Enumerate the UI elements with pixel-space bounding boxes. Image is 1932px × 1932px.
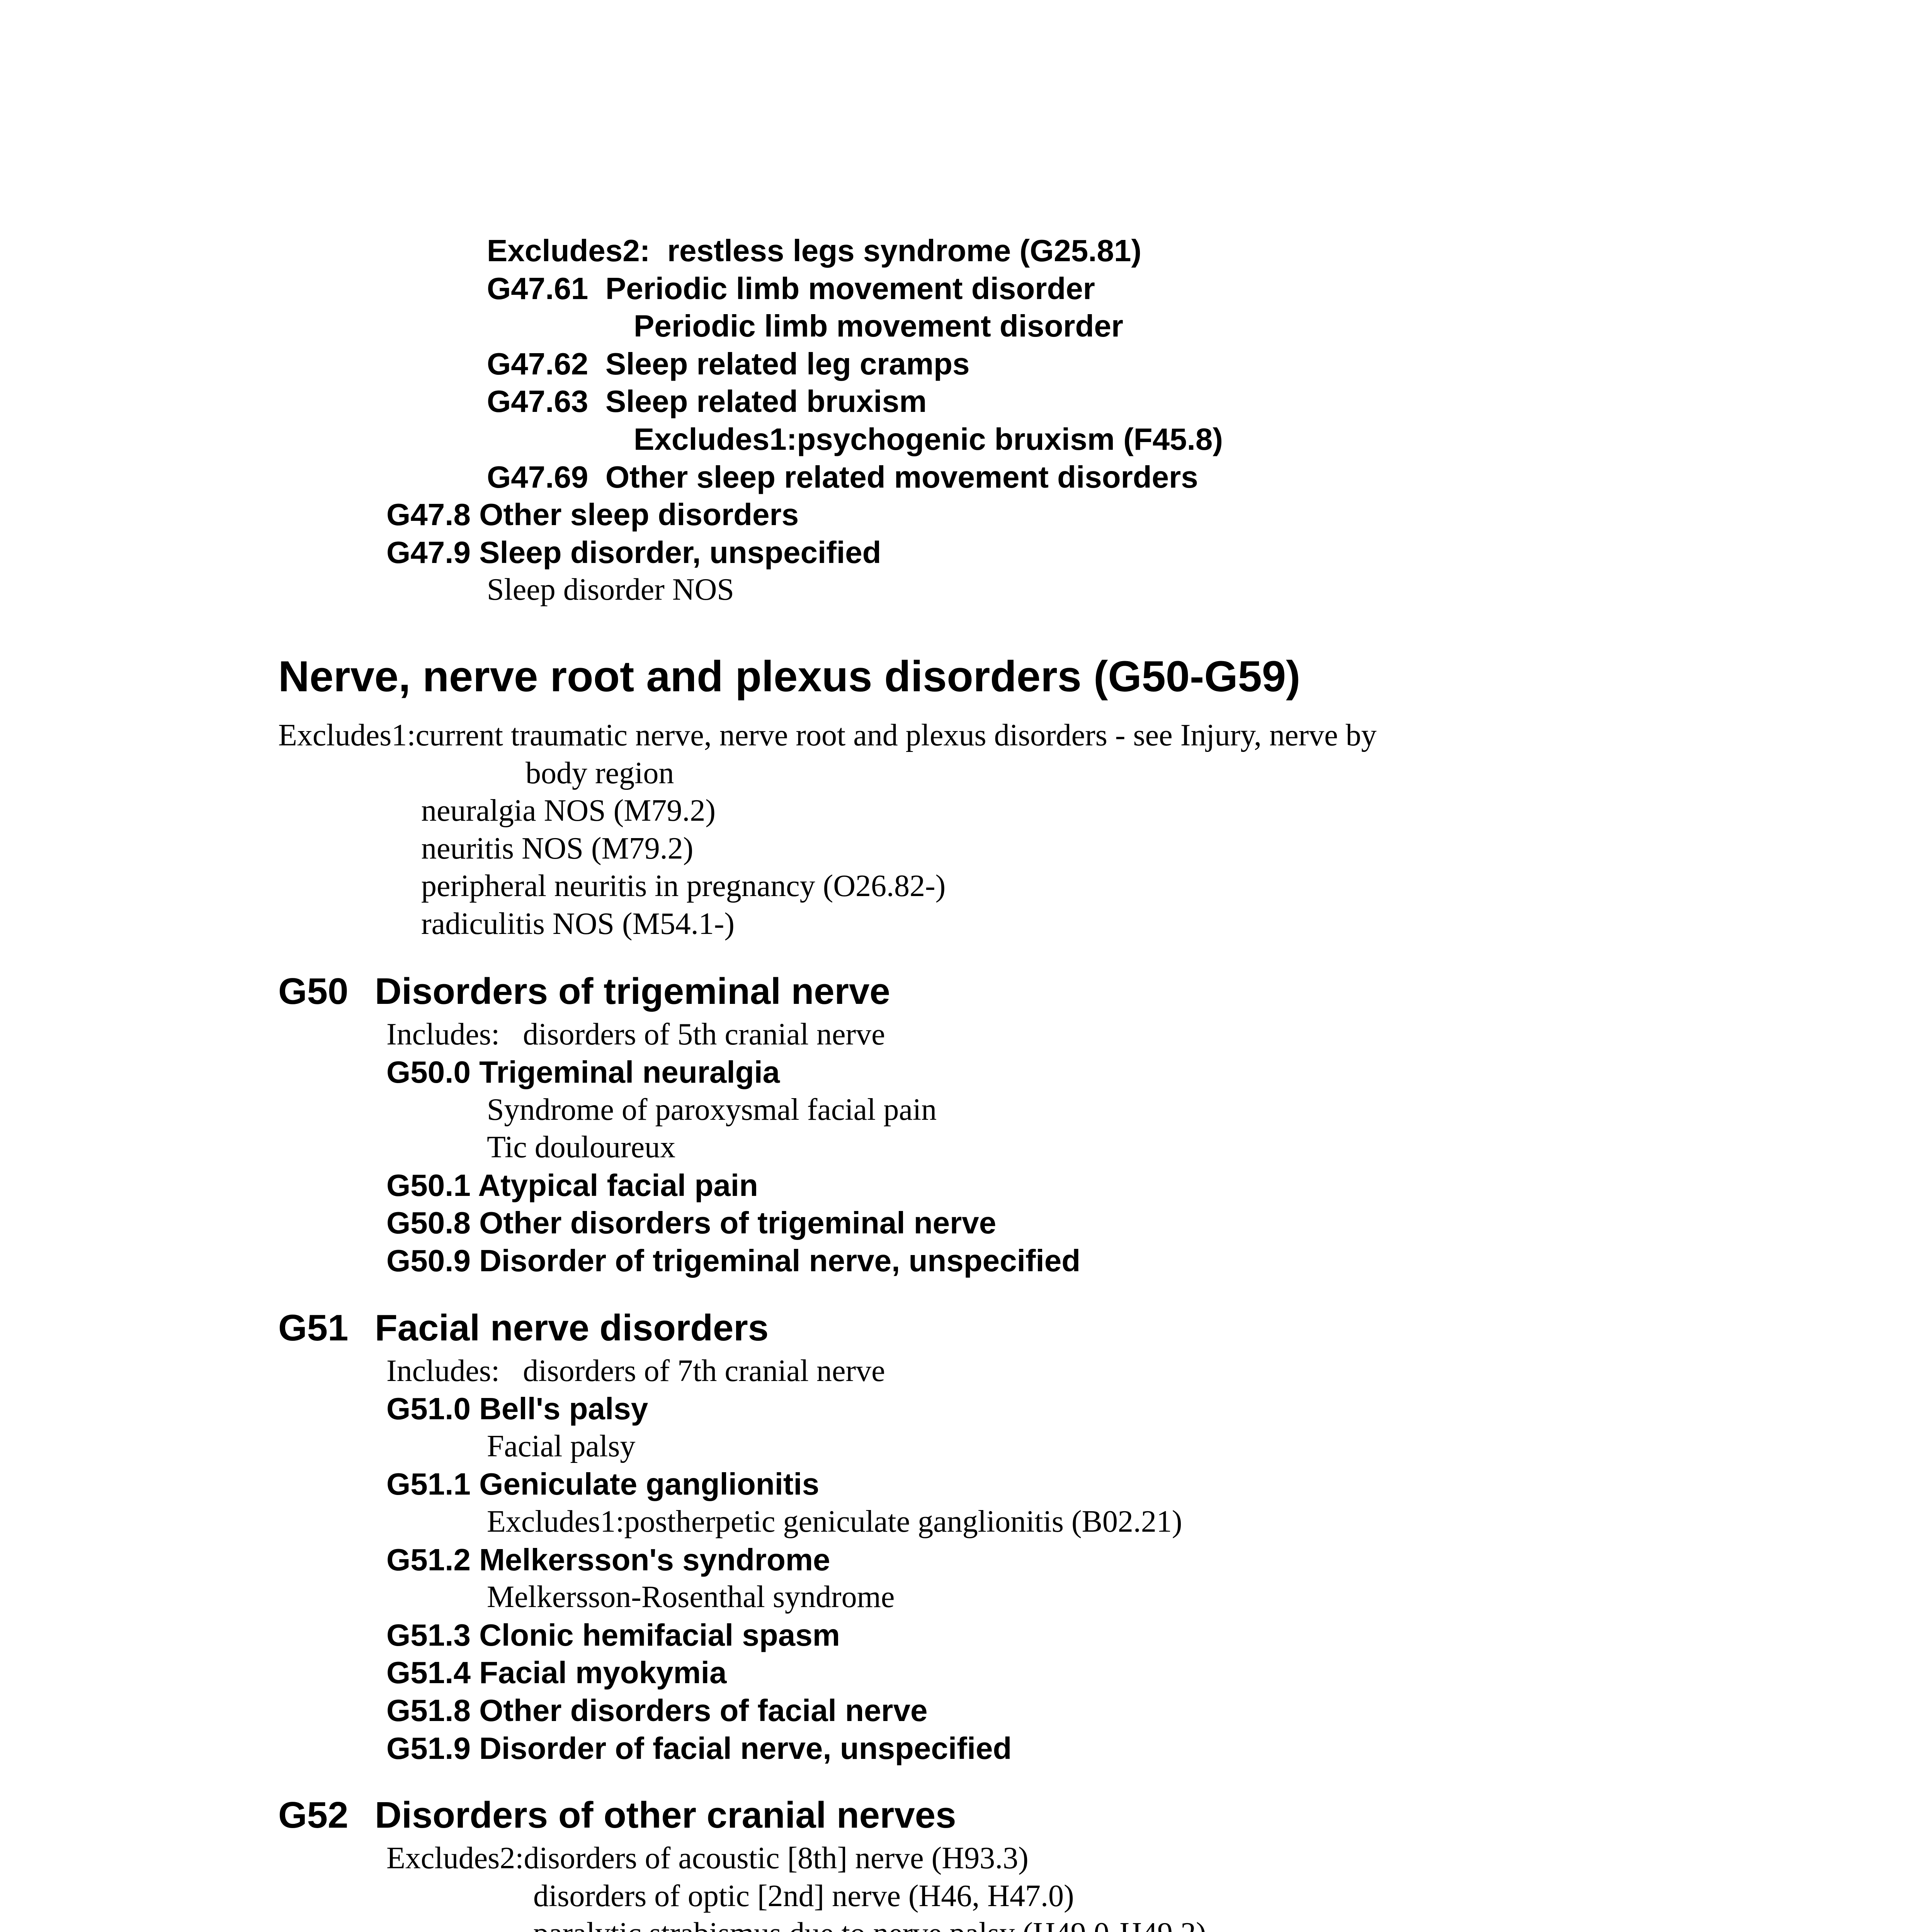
g52-excludes2-c: paralytic strabismus due to nerve palsy …: [278, 1915, 1692, 1932]
code-g51-8: G51.8 Other disorders of facial nerve: [278, 1692, 1692, 1730]
code-g51-0: G51.0 Bell's palsy: [278, 1390, 1692, 1428]
block-g51: G51 Facial nerve disorders: [278, 1307, 1692, 1349]
section-excludes1-line1: Excludes1:current traumatic nerve, nerve…: [278, 717, 1692, 755]
excludes1-label: Excludes1:: [278, 718, 415, 752]
g50-includes: Includes: disorders of 5th cranial nerve: [278, 1016, 1692, 1054]
code-g51-9: G51.9 Disorder of facial nerve, unspecif…: [278, 1730, 1692, 1767]
section-title: Nerve, nerve root and plexus disorders (…: [278, 651, 1692, 701]
code-g50-0-sub-b: Tic douloureux: [278, 1129, 1692, 1167]
section-excludes1-line5: radiculitis NOS (M54.1-): [278, 905, 1692, 943]
code-g50-9: G50.9 Disorder of trigeminal nerve, unsp…: [278, 1242, 1692, 1280]
code-g50-0: G50.0 Trigeminal neuralgia: [278, 1053, 1692, 1091]
code-g50-1: G50.1 Atypical facial pain: [278, 1167, 1692, 1204]
block-g51-title: Facial nerve disorders: [375, 1307, 1692, 1349]
block-g52-title: Disorders of other cranial nerves: [375, 1794, 1692, 1837]
section-excludes1-line3: neuritis NOS (M79.2): [278, 830, 1692, 868]
g51-includes: Includes: disorders of 7th cranial nerve: [278, 1352, 1692, 1390]
block-g51-code: G51: [278, 1307, 375, 1349]
g52-excludes2-a: Excludes2:disorders of acoustic [8th] ne…: [278, 1840, 1692, 1878]
code-g50-0-sub-a: Syndrome of paroxysmal facial pain: [278, 1091, 1692, 1129]
code-g51-3: G51.3 Clonic hemifacial spasm: [278, 1616, 1692, 1654]
section-excludes1-line1b: body region: [278, 755, 1692, 793]
code-g47-9-sub: Sleep disorder NOS: [278, 571, 1692, 609]
code-g47-62: G47.62 Sleep related leg cramps: [278, 345, 1692, 383]
block-g50-title: Disorders of trigeminal nerve: [375, 970, 1692, 1013]
code-g51-2: G51.2 Melkersson's syndrome: [278, 1541, 1692, 1579]
block-g52-code: G52: [278, 1794, 375, 1837]
excludes2-line: Excludes2: restless legs syndrome (G25.8…: [278, 232, 1692, 270]
code-g51-1-excludes: Excludes1:postherpetic geniculate gangli…: [278, 1503, 1692, 1541]
code-g47-63: G47.63 Sleep related bruxism: [278, 383, 1692, 420]
code-g51-0-sub: Facial palsy: [278, 1428, 1692, 1466]
code-g50-8: G50.8 Other disorders of trigeminal nerv…: [278, 1204, 1692, 1242]
code-g47-9: G47.9 Sleep disorder, unspecified: [278, 534, 1692, 571]
section-excludes1-line2: neuralgia NOS (M79.2): [278, 792, 1692, 830]
block-g50-code: G50: [278, 970, 375, 1013]
code-g47-8: G47.8 Other sleep disorders: [278, 496, 1692, 534]
code-g47-61-sub: Periodic limb movement disorder: [278, 307, 1692, 345]
code-g51-4: G51.4 Facial myokymia: [278, 1654, 1692, 1692]
code-g47-63-excludes: Excludes1:psychogenic bruxism (F45.8): [278, 420, 1692, 458]
g52-excludes2-b: disorders of optic [2nd] nerve (H46, H47…: [278, 1878, 1692, 1915]
code-g47-69: G47.69 Other sleep related movement diso…: [278, 458, 1692, 496]
code-g51-2-sub: Melkersson-Rosenthal syndrome: [278, 1578, 1692, 1616]
block-g50: G50 Disorders of trigeminal nerve: [278, 970, 1692, 1013]
excludes1-text-a: current traumatic nerve, nerve root and …: [415, 718, 1376, 752]
block-g52: G52 Disorders of other cranial nerves: [278, 1794, 1692, 1837]
section-excludes1-line4: peripheral neuritis in pregnancy (O26.82…: [278, 867, 1692, 905]
code-g47-61: G47.61 Periodic limb movement disorder: [278, 270, 1692, 308]
code-g51-1: G51.1 Geniculate ganglionitis: [278, 1465, 1692, 1503]
